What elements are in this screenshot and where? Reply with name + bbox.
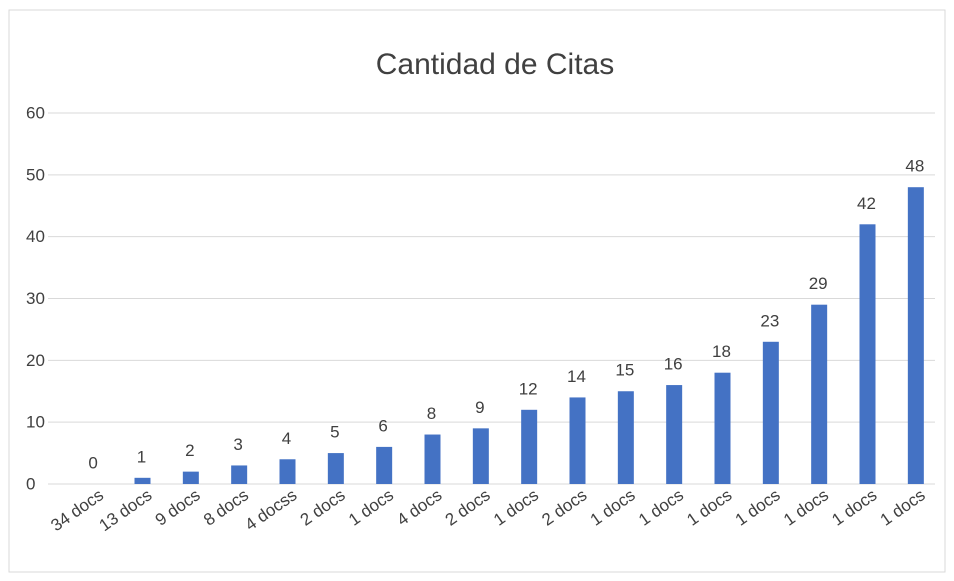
bar [376,446,393,484]
data-label: 5 [330,423,339,442]
bar [521,409,538,484]
bar [424,434,441,484]
data-label: 48 [905,157,924,176]
data-label: 0 [88,453,97,472]
bar [134,477,151,484]
data-label: 16 [664,355,683,374]
bar [182,471,199,484]
chart-title: Cantidad de Citas [376,48,614,81]
y-tick-label: 60 [26,103,45,122]
bar [907,187,924,484]
data-label: 15 [615,361,634,380]
bar [666,385,683,484]
data-label: 42 [857,194,876,213]
bar [714,372,731,484]
bar [569,397,586,484]
data-label: 3 [233,435,242,454]
y-tick-label: 10 [26,413,45,432]
data-label: 18 [712,342,731,361]
data-label: 29 [809,274,828,293]
data-label: 4 [282,429,291,448]
bar [279,459,296,484]
data-label: 9 [475,398,484,417]
y-tick-label: 0 [26,474,35,493]
bar [762,341,779,484]
y-tick-label: 20 [26,351,45,370]
bar [811,304,828,484]
data-label: 2 [185,441,194,460]
bar [472,428,489,484]
bar [231,465,248,484]
data-label: 8 [427,404,436,423]
data-label: 14 [567,367,586,386]
chart-border [8,9,946,573]
bar [327,453,344,484]
bar [617,391,634,484]
bar [859,224,876,485]
y-tick-label: 30 [26,289,45,308]
data-label: 1 [137,447,146,466]
data-label: 23 [760,311,779,330]
y-tick-label: 40 [26,227,45,246]
data-label: 12 [519,379,538,398]
data-label: 6 [378,416,387,435]
y-tick-label: 50 [26,165,45,184]
